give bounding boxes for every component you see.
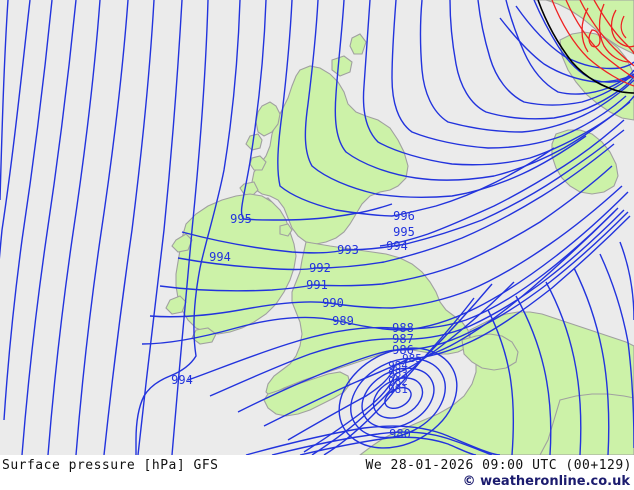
isobar-999f <box>505 0 634 95</box>
isobar-987 <box>209 209 625 397</box>
isobar-fr-02 <box>515 295 552 455</box>
isobar-993 <box>181 129 625 254</box>
isobar-1003 <box>579 0 634 67</box>
isobar-ring-979b <box>384 386 412 410</box>
isobar-994-west <box>135 0 241 455</box>
isobar-999d <box>449 0 634 120</box>
isobar-label: 995 <box>230 212 252 226</box>
isobar-fr-04 <box>573 267 610 455</box>
isobar-label: 990 <box>322 296 344 310</box>
isobar-985 <box>263 215 631 427</box>
land-denmark-nw-germany <box>559 31 634 121</box>
isobar-w-09 <box>171 0 209 455</box>
isobar-1000-blue-02 <box>515 5 634 70</box>
chart-footer: Surface pressure [hPa] GFS We 28-01-2026… <box>0 455 634 490</box>
isobar-ring-979a <box>372 377 424 419</box>
isobar-w-02 <box>0 0 31 259</box>
isobar-1000-black <box>537 0 634 94</box>
isobar-label: 994 <box>209 250 231 264</box>
isobar-982 <box>311 283 493 455</box>
land-ireland-sw-detail <box>165 295 187 315</box>
land-cornwall <box>263 371 351 417</box>
isobar-label: 995 <box>393 225 415 239</box>
isobar-982-south <box>245 425 501 455</box>
isobar-w-07 <box>103 0 155 455</box>
isobar-chart-svg: 995 994 996 995 994 993 992 991 990 989 … <box>0 0 634 455</box>
isobar-w-06 <box>75 0 129 455</box>
land-scotland <box>251 65 409 245</box>
isobar-high-blob <box>588 29 601 48</box>
footer-title: Surface pressure [hPa] GFS <box>2 458 219 473</box>
isobar-w-04 <box>21 0 77 455</box>
pressure-chart-map: 995 994 996 995 994 993 992 991 990 989 … <box>0 0 634 455</box>
isobar-label: 992 <box>309 261 331 275</box>
isobar-989 <box>141 191 629 345</box>
isobar-997 <box>304 0 587 199</box>
isobar-label: 996 <box>393 209 415 223</box>
isobars-high-group <box>551 0 634 87</box>
isobar-990 <box>149 185 623 318</box>
isobar-label: 993 <box>337 243 359 257</box>
isobar-991 <box>159 165 613 292</box>
isobar-992 <box>177 143 615 271</box>
isobar-high-inner-01 <box>598 3 631 63</box>
isobar-994-east <box>379 119 625 247</box>
isobar-label-group: 995 994 996 995 994 993 992 991 990 989 … <box>171 209 422 441</box>
isobar-high-inner-02 <box>581 7 589 53</box>
isobar-988 <box>187 207 619 381</box>
isobar-995 <box>240 0 393 221</box>
isobar-label: 988 <box>392 321 414 335</box>
isobar-fr-05 <box>599 253 634 449</box>
isobar-label: 985 <box>402 352 422 365</box>
land-ireland-nw-detail <box>171 233 193 253</box>
isobar-998 <box>334 0 631 181</box>
isobar-w-01 <box>0 0 9 201</box>
land-shetland <box>349 33 367 55</box>
land-brittany <box>461 333 519 371</box>
isobar-label: 980 <box>389 427 411 441</box>
isobar-999b <box>391 0 627 149</box>
isobar-label: 989 <box>332 314 354 328</box>
isobar-label: 981 <box>388 383 408 396</box>
isobar-983 <box>303 281 515 453</box>
isobar-label: 986 <box>392 343 414 357</box>
isobar-1002 <box>565 0 634 79</box>
isobar-label: 991 <box>306 278 328 292</box>
isobar-999e <box>477 0 634 106</box>
land-orkney <box>331 55 353 77</box>
isobar-w-05 <box>47 0 101 455</box>
isobar-999c <box>419 0 634 133</box>
isobar-999 <box>362 0 634 166</box>
isobar-label: 984 <box>388 359 408 372</box>
land-isle-of-man <box>279 223 293 237</box>
landmass-group <box>165 0 634 455</box>
land-iberia-nw <box>539 393 634 455</box>
isobar-981-south <box>271 431 493 455</box>
isobar-high-cell-02 <box>620 15 627 39</box>
isobar-label: 987 <box>392 332 414 346</box>
isobar-ring-980a <box>350 357 446 439</box>
isobar-w-08 <box>137 0 183 455</box>
isobar-980-south <box>299 436 477 455</box>
isobar-label: 994 <box>171 373 193 387</box>
land-hebrides-small-1 <box>245 133 263 151</box>
isobars-low-group <box>0 0 634 455</box>
isobar-ring-980b <box>361 367 435 429</box>
isobar-fr-01 <box>487 309 515 455</box>
isobar-1001 <box>551 0 634 87</box>
isobar-label: 982 <box>388 375 408 388</box>
isobar-w-03 <box>3 0 53 421</box>
isobar-label: 994 <box>386 239 408 253</box>
footer-copyright: © weatheronline.co.uk <box>462 474 630 489</box>
isobar-high-cell-01 <box>610 9 634 48</box>
footer-valid-time: We 28-01-2026 09:00 UTC (00+129) <box>365 458 632 473</box>
isobar-fr-03 <box>545 281 582 455</box>
isobar-999g <box>533 0 634 83</box>
land-england-wales <box>265 241 471 397</box>
isobar-996 <box>277 0 555 217</box>
isobar-label: 983 <box>388 367 408 380</box>
